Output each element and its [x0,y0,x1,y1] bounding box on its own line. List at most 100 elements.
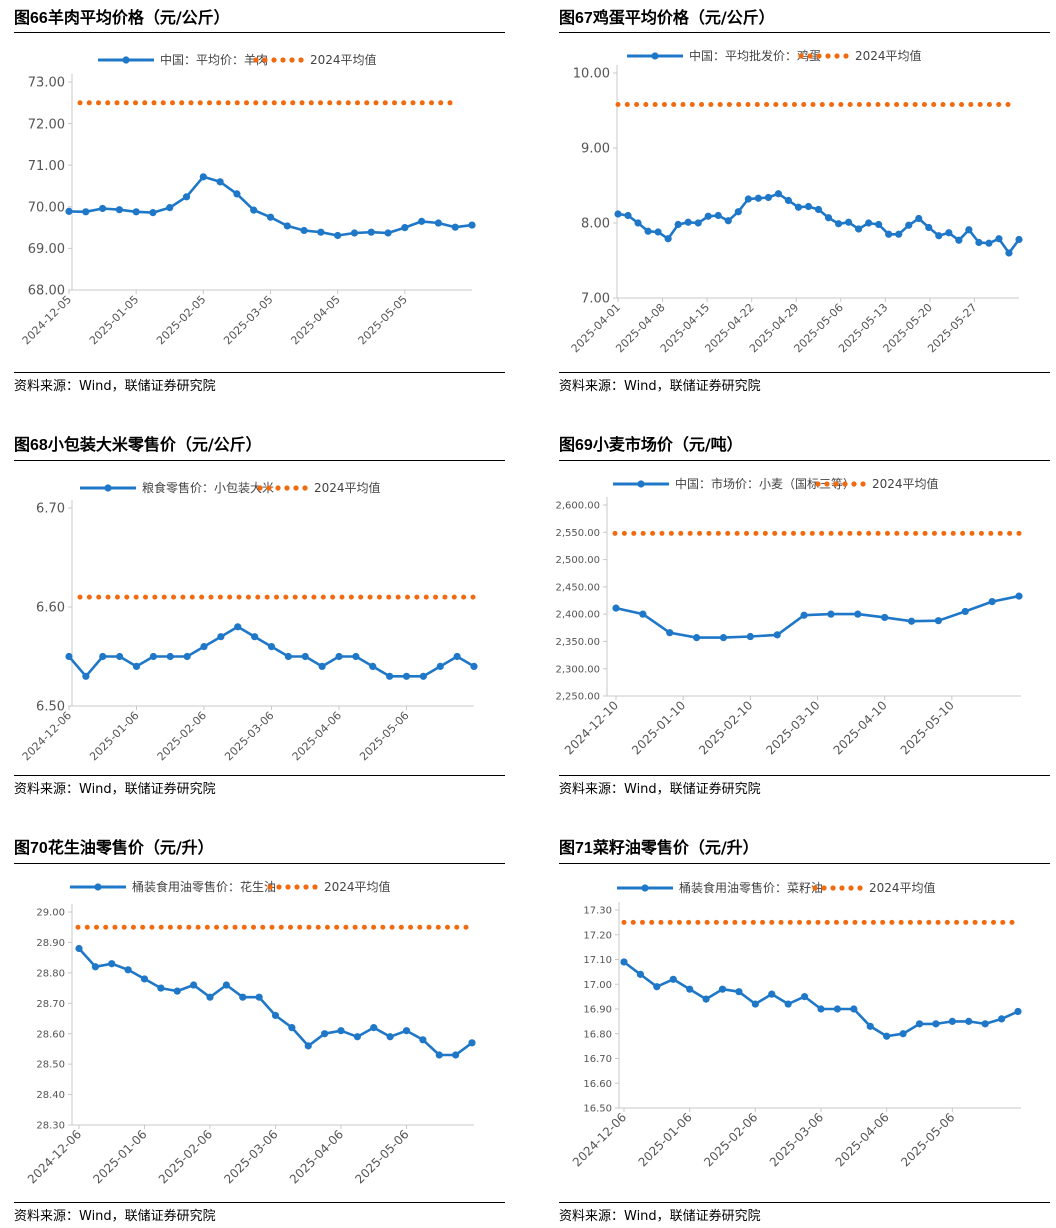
avg-line-dot [96,594,102,600]
avg-line-dot [371,924,377,930]
avg-line-dot [978,530,984,536]
avg-line-dot [376,594,382,600]
avg-line-dot [77,100,83,106]
series-point [470,662,478,670]
avg-line-dot [687,530,693,536]
avg-line-dot [188,100,194,106]
avg-line-dot [315,924,321,930]
series-point [634,219,642,227]
series-point [907,617,916,625]
x-tick-label: 2024-12-06 [20,709,74,763]
figure-number: 图66 [14,10,48,27]
series-point [321,1030,329,1038]
avg-line-dot [271,100,277,106]
avg-line-dot [158,924,164,930]
avg-line-dot [133,100,138,106]
y-tick-label: 17.30 [583,906,612,917]
legend-avg-dot [834,53,840,59]
series-point [768,990,776,998]
avg-line-dot [949,102,955,107]
avg-line-dot [621,919,627,925]
avg-line-dot [260,924,266,930]
series-point [352,652,360,661]
series-point [149,652,157,661]
avg-line-dot [451,594,457,600]
series-point [844,218,853,226]
series-point [875,220,883,229]
series-point [915,1020,924,1028]
avg-line-dot [833,919,839,925]
avg-line-dot [815,919,821,925]
y-tick-label: 6.50 [36,700,65,715]
avg-line-dot [671,102,677,107]
series-point [624,211,632,220]
legend-avg-dot [285,884,291,890]
avg-line-dot [819,102,825,107]
avg-line-dot [426,924,432,930]
y-tick-label: 28.40 [36,1090,65,1101]
chart-panel: 图68小包装大米零售价（元/公斤） 6.50 6.60 6.70 2024-12-06… [14,431,505,800]
avg-line-dot [186,924,192,930]
x-tick-label: 2025-01-06 [636,1110,695,1169]
legend-main-label: 桶装食用油零售价：花生油 [132,879,276,894]
y-tick-label: 29.00 [36,908,65,919]
avg-line-dot [264,594,270,600]
series-point [915,214,923,223]
avg-line-dot [935,919,941,925]
avg-line-dot [706,530,712,536]
x-tick-label: 2025-05-10 [898,698,957,757]
avg-line-dot [889,919,895,925]
figure-caption: 鸡蛋平均价格（元/公斤） [592,8,775,27]
avg-line-dot [447,100,453,106]
series-point [854,610,862,618]
avg-line-dot [913,530,919,536]
legend-main-label: 桶装食用油零售价：菜籽油 [679,880,823,895]
avg-line-dot [318,100,323,106]
series-point [883,1032,891,1040]
avg-line-dot [339,594,345,600]
series-point [132,662,141,670]
legend-avg-dot [824,481,830,487]
avg-line-dot [634,102,640,107]
avg-line-dot [214,924,220,930]
avg-line-dot [810,102,816,107]
legend-avg-dot [830,885,836,891]
avg-line-dot [445,924,451,930]
y-tick-label: 28.60 [36,1029,65,1040]
source-rule [559,775,1050,776]
avg-line-dot [124,594,130,600]
series-point [115,206,123,214]
legend-avg-dot [262,57,268,63]
series-point [166,652,174,661]
avg-line-dot [699,102,705,107]
avg-line-dot [791,530,797,536]
avg-line-dot [921,102,927,107]
avg-line-dot [912,102,918,107]
series-point [1015,235,1023,244]
legend-avg-dot [843,53,849,59]
avg-line-dot [959,102,965,107]
avg-line-dot [160,100,166,106]
avg-line-dot [824,919,830,925]
y-tick-label: 6.60 [36,601,65,616]
source-rule [559,372,1050,373]
avg-line-dot [884,530,890,536]
series-point [827,610,835,618]
chart-panel: 图70花生油零售价（元/升） 28.30 28.40 28.50 28.60 28.70… [14,834,505,1226]
avg-line-dot [86,100,92,106]
series-point [718,985,727,993]
y-tick-label: 17.10 [583,955,612,966]
avg-line-dot [704,919,710,925]
series-point [612,604,620,612]
avg-line-dot [114,594,120,600]
series-point [419,672,427,680]
legend-avg-dot [842,481,848,487]
avg-line-dot [828,530,834,536]
series-point [773,631,781,639]
series-point [353,1033,361,1041]
series-point [271,1011,280,1020]
avg-line-dot [760,919,766,925]
chart-panel: 图66羊肉平均价格（元/公斤） 68.00 69.00 70.00 71.00 72.0… [14,4,505,397]
series-point [881,613,889,622]
y-tick-label: 28.30 [36,1121,65,1132]
